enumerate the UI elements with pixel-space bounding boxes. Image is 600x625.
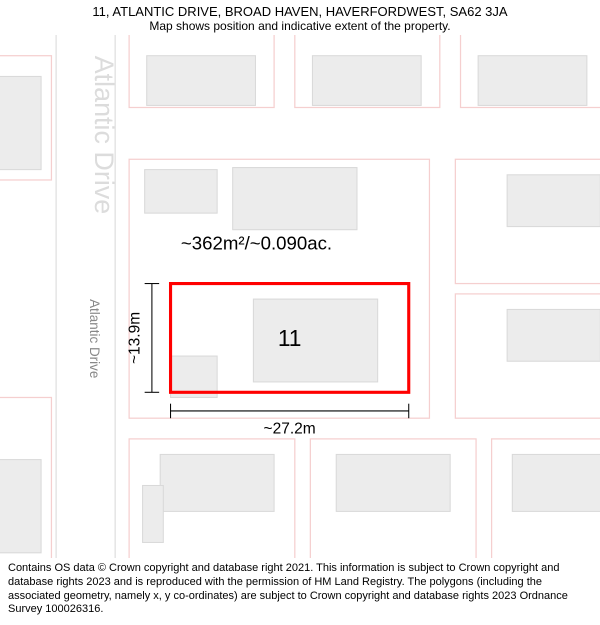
area-label: ~362m²/~0.090ac.	[181, 232, 332, 253]
page-container: 11, ATLANTIC DRIVE, BROAD HAVEN, HAVERFO…	[0, 0, 600, 625]
header: 11, ATLANTIC DRIVE, BROAD HAVEN, HAVERFO…	[0, 0, 600, 35]
footer-copyright: Contains OS data © Crown copyright and d…	[0, 558, 600, 625]
map-area: Atlantic Drive Atlantic Drive ~362m²/~0.09…	[0, 35, 600, 558]
svg-text:Atlantic Drive: Atlantic Drive	[89, 56, 119, 214]
height-label: ~13.9m	[126, 312, 143, 364]
svg-text:Atlantic Drive: Atlantic Drive	[87, 299, 102, 378]
header-title: 11, ATLANTIC DRIVE, BROAD HAVEN, HAVERFO…	[10, 4, 590, 19]
header-subtitle: Map shows position and indicative extent…	[10, 19, 590, 33]
map-svg: Atlantic Drive Atlantic Drive ~362m²/~0.09…	[0, 35, 600, 558]
width-label: ~27.2m	[264, 421, 316, 438]
property-number: 11	[278, 325, 302, 351]
